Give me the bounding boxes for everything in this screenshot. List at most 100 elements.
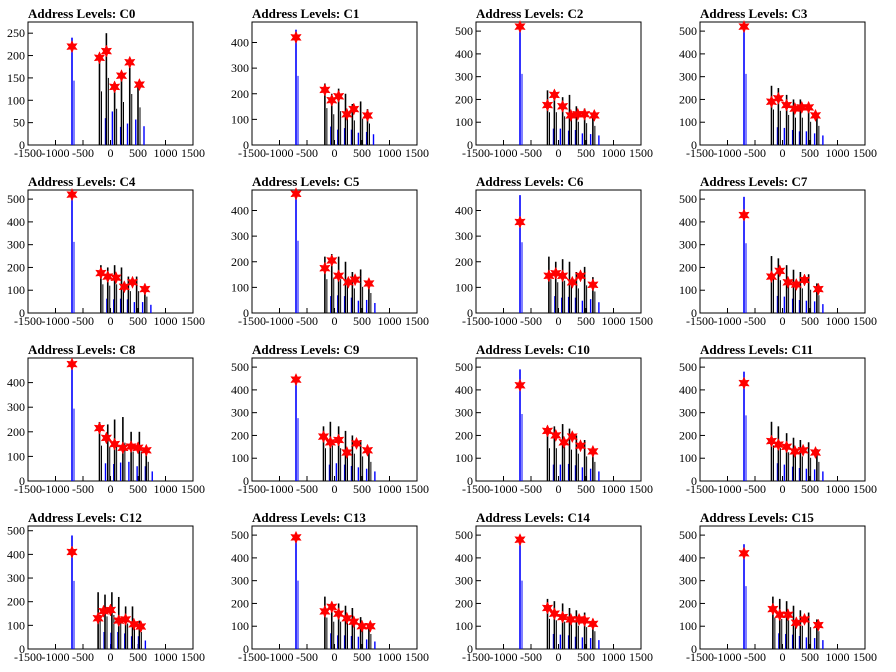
y-tick-label: 300 bbox=[679, 574, 697, 588]
y-tick-label: 0 bbox=[19, 138, 25, 152]
y-tick-label: 0 bbox=[467, 642, 473, 656]
y-tick-label: 200 bbox=[679, 260, 697, 274]
peak-marker bbox=[514, 378, 526, 392]
peak-marker bbox=[738, 19, 750, 34]
peak-marker bbox=[350, 436, 363, 451]
chart-title: Address Levels: C8 bbox=[28, 342, 136, 357]
y-tick-label: 500 bbox=[455, 360, 473, 374]
y-tick-label: 400 bbox=[7, 376, 25, 390]
x-tick-label: 1500 bbox=[181, 314, 205, 328]
chart-title: Address Levels: C14 bbox=[476, 510, 590, 525]
peak-marker bbox=[290, 530, 302, 545]
chart-panel: Address Levels: C6 0 100 200 300 400 -1500 -100… bbox=[455, 174, 653, 328]
x-tick-label: 0 bbox=[332, 482, 338, 496]
chart-panel: Address Levels: C12 0 100 200 300 400 500 -1500… bbox=[7, 510, 205, 664]
chart-panel: Address Levels: C40100200300400500-1500-… bbox=[7, 174, 205, 328]
x-tick-label: 0 bbox=[332, 314, 338, 328]
chart-title: Address Levels: C10 bbox=[476, 342, 590, 357]
x-tick-label: 1000 bbox=[378, 314, 402, 328]
x-tick-label: -500 bbox=[744, 146, 766, 160]
chart-title: Address Levels: C15 bbox=[700, 510, 814, 525]
peak-marker bbox=[135, 619, 147, 634]
peak-marker bbox=[132, 441, 144, 455]
x-tick-label: 1000 bbox=[378, 146, 402, 160]
x-tick-label: 500 bbox=[353, 146, 371, 160]
peak-marker bbox=[128, 617, 140, 631]
peak-marker bbox=[578, 107, 591, 121]
y-tick-label: 200 bbox=[7, 595, 25, 609]
x-tick-label: 500 bbox=[801, 482, 819, 496]
peak-marker bbox=[765, 269, 778, 284]
peak-marker bbox=[140, 443, 152, 457]
chart-title: Address Levels: C2 bbox=[476, 6, 583, 21]
peak-marker bbox=[774, 264, 786, 278]
y-tick-label: 400 bbox=[7, 547, 25, 561]
peak-marker bbox=[356, 619, 368, 633]
x-tick-label: -1500 bbox=[14, 482, 42, 496]
peak-marker bbox=[780, 98, 793, 112]
plot-frame bbox=[699, 21, 866, 146]
peak-marker bbox=[290, 372, 302, 387]
y-tick-label: 300 bbox=[231, 574, 249, 588]
y-tick-label: 200 bbox=[679, 596, 697, 610]
x-tick-label: 1500 bbox=[853, 146, 877, 160]
x-tick-label: 0 bbox=[108, 650, 114, 664]
peak-marker bbox=[115, 69, 128, 83]
x-tick-label: -1500 bbox=[238, 314, 266, 328]
y-tick-label: 300 bbox=[7, 571, 25, 585]
peak-marker bbox=[361, 108, 374, 123]
peak-marker bbox=[550, 266, 562, 280]
x-tick-label: -1000 bbox=[42, 314, 70, 328]
x-tick-label: -1000 bbox=[714, 146, 742, 160]
x-tick-label: -1500 bbox=[686, 650, 714, 664]
peak-marker bbox=[290, 187, 302, 201]
x-tick-label: 1500 bbox=[405, 314, 429, 328]
y-tick-label: 0 bbox=[691, 306, 697, 320]
peak-marker bbox=[133, 77, 146, 92]
y-tick-label: 400 bbox=[679, 215, 697, 229]
x-tick-label: 500 bbox=[129, 650, 147, 664]
peak-marker bbox=[348, 615, 360, 629]
x-tick-label: -1500 bbox=[238, 650, 266, 664]
chart-title: Address Levels: C12 bbox=[28, 510, 142, 525]
x-tick-label: 500 bbox=[353, 482, 371, 496]
peak-marker bbox=[319, 83, 331, 97]
y-tick-label: 300 bbox=[455, 406, 473, 420]
peak-marker bbox=[108, 80, 121, 94]
y-tick-label: 0 bbox=[467, 474, 473, 488]
y-tick-label: 300 bbox=[231, 61, 249, 75]
x-tick-label: 1000 bbox=[602, 146, 626, 160]
peak-marker bbox=[104, 603, 117, 617]
x-tick-label: 1500 bbox=[181, 650, 205, 664]
x-tick-label: -1500 bbox=[462, 650, 490, 664]
chart-panel: Address Levels: C70100200300400500-1500-… bbox=[679, 174, 877, 328]
y-tick-label: 300 bbox=[231, 406, 249, 420]
x-tick-label: -500 bbox=[520, 482, 542, 496]
x-tick-label: -500 bbox=[744, 650, 766, 664]
peak-marker bbox=[126, 275, 139, 289]
peak-marker bbox=[348, 102, 360, 116]
x-tick-label: 1000 bbox=[602, 650, 626, 664]
chart-panel: Address Levels: C14 0 100 200 300 400 500 -1500… bbox=[455, 510, 653, 664]
peak-marker bbox=[93, 51, 106, 65]
y-tick-label: 200 bbox=[231, 255, 249, 269]
peak-marker bbox=[361, 443, 374, 457]
peak-marker bbox=[587, 278, 599, 292]
y-tick-label: 100 bbox=[231, 280, 249, 294]
x-tick-label: -1000 bbox=[266, 146, 294, 160]
x-tick-label: -1000 bbox=[714, 314, 742, 328]
x-tick-label: -1500 bbox=[14, 314, 42, 328]
x-tick-label: 1000 bbox=[826, 482, 850, 496]
peak-marker bbox=[92, 611, 104, 625]
peak-marker bbox=[797, 443, 809, 457]
x-tick-label: 500 bbox=[577, 314, 595, 328]
x-tick-label: 1500 bbox=[629, 650, 653, 664]
peak-marker bbox=[767, 602, 779, 616]
peak-marker bbox=[765, 434, 778, 448]
x-tick-label: 0 bbox=[556, 314, 562, 328]
y-tick-label: 200 bbox=[455, 596, 473, 610]
y-tick-label: 400 bbox=[231, 204, 249, 218]
x-tick-label: 1500 bbox=[181, 146, 205, 160]
plot-frame bbox=[699, 525, 866, 650]
y-tick-label: 400 bbox=[7, 215, 25, 229]
